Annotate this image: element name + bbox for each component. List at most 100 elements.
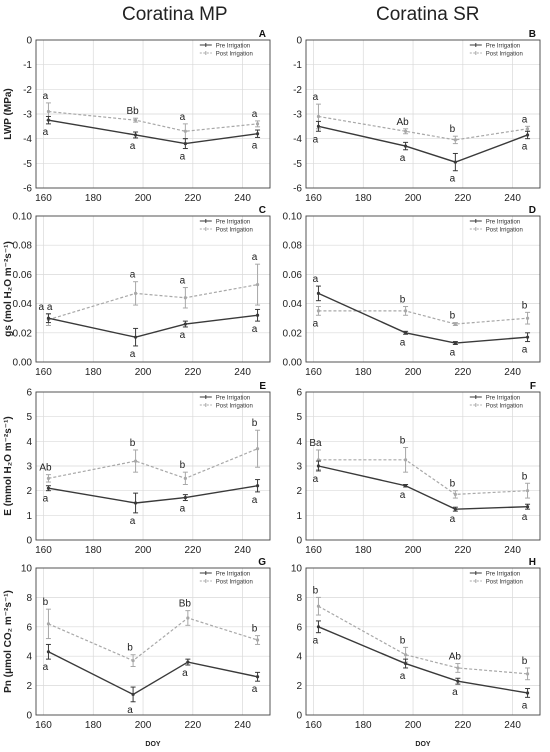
significance-label: a — [313, 92, 319, 103]
plot-frame — [305, 39, 541, 189]
significance-label: a — [450, 347, 456, 358]
significance-label: a — [180, 276, 186, 287]
legend-label-post: Post Irrigation — [486, 52, 523, 58]
series-line-post — [318, 310, 528, 325]
significance-label: Ab — [39, 463, 52, 474]
legend-label-pre: Pre Irrigation — [216, 572, 250, 578]
data-point — [525, 316, 530, 320]
x-tick-label: 240 — [234, 545, 251, 556]
significance-label: a — [180, 152, 186, 163]
data-point — [255, 313, 260, 317]
legend-label-post: Post Irrigation — [486, 404, 523, 410]
panel-a: -6 -5 -4 -3 -2 -1 0 160 180 200 220 240 A LWP (MPa) Pr… — [3, 29, 271, 204]
significance-label: b — [252, 418, 258, 429]
significance-label: b — [522, 300, 528, 311]
significance-label: a — [127, 705, 133, 716]
y-tick-label: -4 — [293, 134, 302, 145]
significance-label: b — [522, 656, 528, 667]
significance-label: a — [450, 514, 456, 525]
significance-label: a — [400, 671, 406, 682]
x-axis-label: DOY — [415, 741, 431, 748]
x-tick-label: 220 — [184, 367, 201, 378]
x-tick-label: 220 — [454, 193, 471, 204]
x-tick-label: 220 — [454, 545, 471, 556]
data-point — [453, 138, 457, 142]
legend-label-pre: Pre Irrigation — [486, 572, 520, 578]
y-tick-label: 4 — [296, 437, 302, 448]
legend: Pre Irrigation Post Irrigation — [199, 571, 253, 586]
panel-letter: E — [259, 381, 266, 392]
x-tick-label: 160 — [305, 720, 322, 731]
y-tick-label: 0.10 — [13, 212, 33, 223]
y-tick-label: 0 — [296, 711, 302, 722]
significance-label: a — [400, 337, 406, 348]
significance-label: a — [313, 134, 319, 145]
data-point — [316, 625, 321, 629]
panel-letter: H — [529, 557, 536, 568]
x-tick-label: 180 — [355, 720, 372, 731]
significance-label: a — [252, 140, 258, 151]
significance-label: b — [450, 311, 456, 322]
significance-label: a — [252, 324, 258, 335]
series-line-post — [48, 284, 258, 321]
y-tick-label: 4 — [26, 652, 32, 663]
y-tick-label: 0.04 — [13, 299, 33, 310]
data-point — [255, 447, 260, 451]
y-tick-label: 1 — [296, 511, 302, 522]
significance-label: a — [130, 516, 136, 527]
panel-g: 0 2 4 6 8 10 160 180 200 220 240 G Pn (μmol CO₂ m⁻²s… — [3, 557, 271, 748]
y-tick-label: 0 — [26, 711, 32, 722]
y-tick-label: 2 — [26, 681, 32, 692]
data-point — [316, 309, 321, 313]
x-tick-label: 180 — [355, 193, 372, 204]
y-tick-label: 3 — [26, 462, 32, 473]
data-point — [255, 675, 260, 679]
significance-label: a — [522, 700, 528, 711]
significance-label: a a — [38, 302, 52, 313]
y-tick-label: 0.08 — [13, 241, 33, 252]
x-tick-label: 200 — [405, 193, 422, 204]
y-tick-label: 0.04 — [283, 299, 303, 310]
y-tick-label: 1 — [26, 511, 32, 522]
x-tick-label: 220 — [454, 720, 471, 731]
x-tick-label: 160 — [305, 367, 322, 378]
x-tick-label: 180 — [355, 545, 372, 556]
significance-label: a — [182, 668, 188, 679]
y-tick-label: -1 — [23, 60, 32, 71]
y-tick-label: 10 — [21, 564, 33, 575]
x-tick-label: 200 — [405, 720, 422, 731]
y-tick-label: 0.02 — [13, 328, 33, 339]
data-point — [46, 316, 51, 320]
x-tick-label: 200 — [135, 367, 152, 378]
data-point — [525, 335, 530, 339]
data-point — [525, 127, 530, 131]
significance-label: b — [400, 436, 406, 447]
y-tick-label: 0 — [296, 36, 302, 47]
y-tick-label: -2 — [23, 85, 32, 96]
y-tick-label: 0.08 — [283, 241, 303, 252]
x-tick-label: 160 — [35, 367, 52, 378]
significance-label: a — [452, 687, 458, 698]
data-point — [525, 505, 530, 509]
data-point — [403, 484, 408, 488]
series-line-pre — [318, 465, 528, 510]
y-axis-label: Pn (μmol CO₂ m⁻²s⁻¹) — [3, 590, 14, 693]
x-tick-label: 160 — [35, 545, 52, 556]
x-tick-label: 180 — [85, 720, 102, 731]
y-tick-label: -2 — [293, 85, 302, 96]
x-tick-label: 180 — [85, 367, 102, 378]
significance-label: b — [450, 124, 456, 135]
panel-letter: D — [529, 205, 536, 216]
plot-frame — [35, 39, 271, 189]
significance-label: a — [43, 662, 49, 673]
legend: Pre Irrigation Post Irrigation — [199, 43, 253, 58]
y-tick-label: -3 — [293, 110, 302, 121]
x-tick-label: 240 — [234, 720, 251, 731]
significance-label: b — [180, 460, 186, 471]
data-point — [453, 507, 457, 511]
series-line-pre — [48, 485, 258, 504]
panel-b: -6 -5 -4 -3 -2 -1 0 160 180 200 220 240 B Pre Irrigat… — [293, 29, 541, 204]
x-axis-label: DOY — [145, 741, 161, 748]
data-point — [403, 661, 408, 666]
